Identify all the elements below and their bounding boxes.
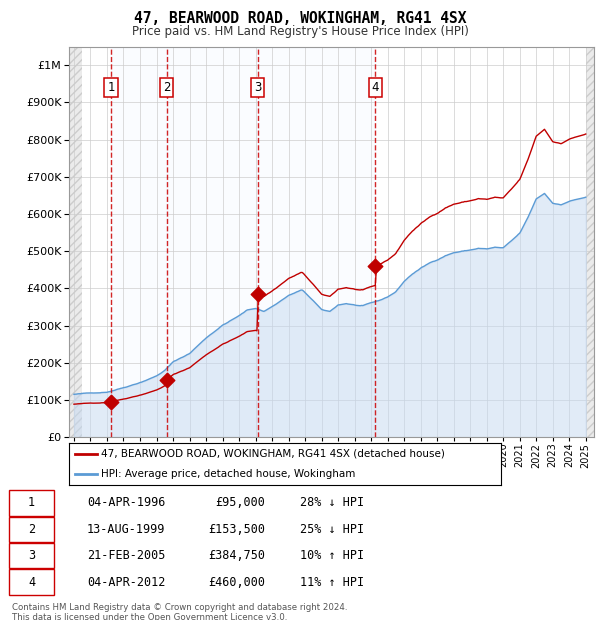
Text: 47, BEARWOOD ROAD, WOKINGHAM, RG41 4SX (detached house): 47, BEARWOOD ROAD, WOKINGHAM, RG41 4SX (… xyxy=(101,449,445,459)
FancyBboxPatch shape xyxy=(9,516,54,542)
Text: Price paid vs. HM Land Registry's House Price Index (HPI): Price paid vs. HM Land Registry's House … xyxy=(131,25,469,38)
Text: 04-APR-1996: 04-APR-1996 xyxy=(87,497,165,510)
Text: 3: 3 xyxy=(254,81,262,94)
Text: 1: 1 xyxy=(28,497,35,510)
Text: 2: 2 xyxy=(163,81,170,94)
Point xyxy=(253,289,263,299)
Text: 2: 2 xyxy=(28,523,35,536)
Text: 10% ↑ HPI: 10% ↑ HPI xyxy=(300,549,364,562)
Bar xyxy=(586,46,594,437)
FancyBboxPatch shape xyxy=(9,569,54,595)
FancyBboxPatch shape xyxy=(9,490,54,516)
Text: HPI: Average price, detached house, Wokingham: HPI: Average price, detached house, Woki… xyxy=(101,469,356,479)
Point xyxy=(162,375,172,385)
Text: 1: 1 xyxy=(107,81,115,94)
Text: £95,000: £95,000 xyxy=(215,497,265,510)
Text: 21-FEB-2005: 21-FEB-2005 xyxy=(87,549,165,562)
Text: £460,000: £460,000 xyxy=(208,575,265,588)
Text: 3: 3 xyxy=(28,549,35,562)
Bar xyxy=(111,46,167,437)
Point xyxy=(370,261,380,271)
Text: £153,500: £153,500 xyxy=(208,523,265,536)
Text: 11% ↑ HPI: 11% ↑ HPI xyxy=(300,575,364,588)
Text: 25% ↓ HPI: 25% ↓ HPI xyxy=(300,523,364,536)
Bar xyxy=(586,46,594,437)
Point xyxy=(106,397,116,407)
Text: 04-APR-2012: 04-APR-2012 xyxy=(87,575,165,588)
Text: 4: 4 xyxy=(28,575,35,588)
Text: £384,750: £384,750 xyxy=(208,549,265,562)
Bar xyxy=(69,46,82,437)
Bar xyxy=(69,46,82,437)
Text: 28% ↓ HPI: 28% ↓ HPI xyxy=(300,497,364,510)
Text: Contains HM Land Registry data © Crown copyright and database right 2024.
This d: Contains HM Land Registry data © Crown c… xyxy=(12,603,347,620)
Text: 13-AUG-1999: 13-AUG-1999 xyxy=(87,523,165,536)
Bar xyxy=(258,46,375,437)
Text: 4: 4 xyxy=(371,81,379,94)
FancyBboxPatch shape xyxy=(9,543,54,569)
Bar xyxy=(167,46,258,437)
Text: 47, BEARWOOD ROAD, WOKINGHAM, RG41 4SX: 47, BEARWOOD ROAD, WOKINGHAM, RG41 4SX xyxy=(134,11,466,26)
